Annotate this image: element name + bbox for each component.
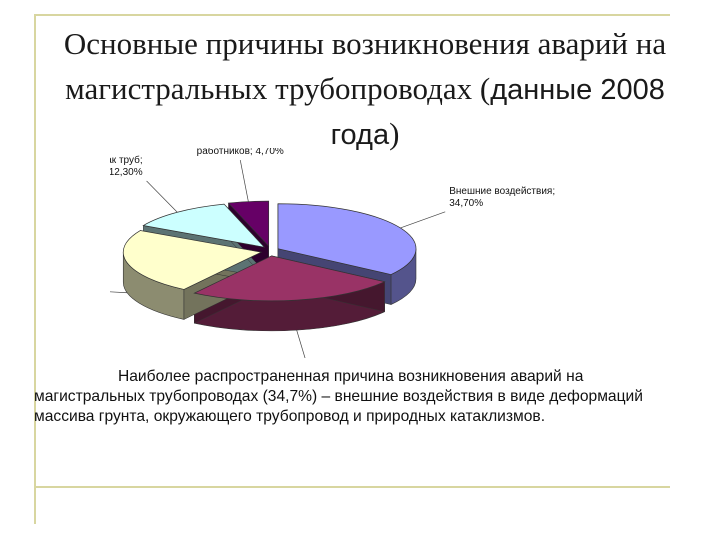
pie-slice bbox=[277, 203, 417, 275]
slide-top-rule bbox=[34, 14, 670, 16]
title-part-1: Основные причины возникновения аварий на… bbox=[63, 26, 667, 106]
pie-slice-label: Внешние воздействия; bbox=[449, 186, 555, 197]
title-part-3: ) bbox=[389, 116, 400, 151]
pie-slice-label: работников; 4,70% bbox=[197, 148, 284, 157]
pie-leader-line bbox=[239, 160, 249, 202]
slide-title: Основные причины возникновения аварий на… bbox=[40, 24, 690, 159]
pie-chart: Внешние воздействия;34,70%Брак пристроит… bbox=[110, 148, 555, 358]
pie-labels: Внешние воздействия;34,70%Брак пристроит… bbox=[110, 148, 555, 358]
pie-tops bbox=[122, 200, 417, 302]
pie-slice bbox=[193, 255, 386, 302]
pie-leader-line bbox=[400, 211, 446, 229]
pie-slice-label: Заводской брак труб; bbox=[110, 154, 143, 166]
pie-slice-label: 34,70% bbox=[449, 198, 483, 209]
pie-slice bbox=[142, 203, 266, 248]
summary-note: Наиболее распространенная причина возник… bbox=[34, 368, 643, 425]
pie-leader-line bbox=[296, 330, 306, 358]
slide-bottom-rule bbox=[34, 486, 670, 488]
slide-vertical-rule bbox=[34, 14, 36, 524]
pie-slice-label: 12,30% bbox=[110, 167, 143, 178]
pie-slice bbox=[227, 200, 270, 247]
pie-leader-line bbox=[146, 180, 178, 213]
pie-slice bbox=[122, 230, 263, 290]
pie-leader-line bbox=[110, 291, 128, 294]
title-part-2: данные 2008 года bbox=[330, 74, 665, 151]
